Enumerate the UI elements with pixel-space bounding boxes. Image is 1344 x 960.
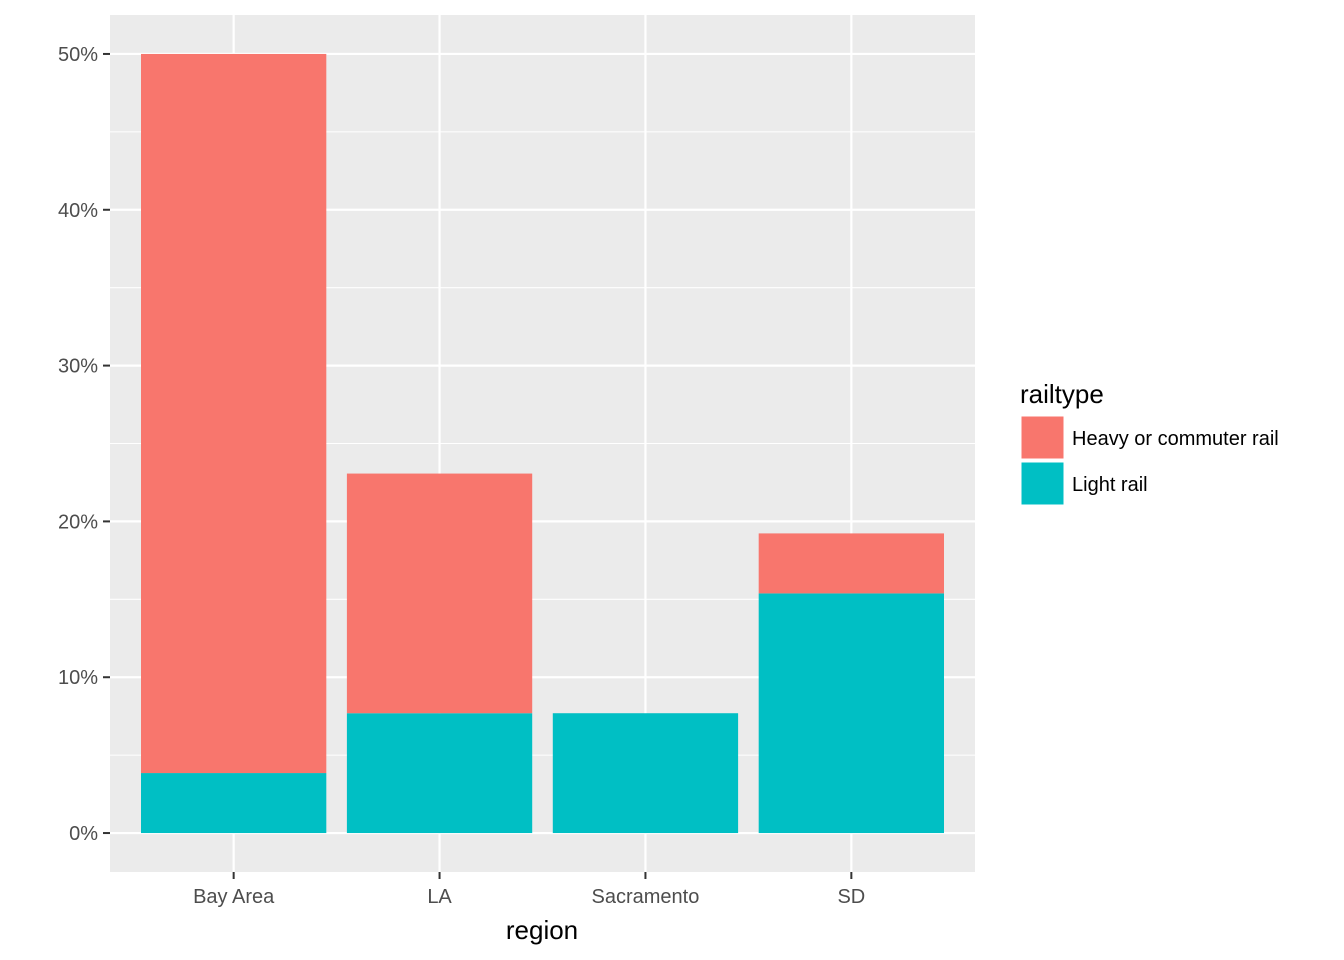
y-tick-label: 0% <box>69 823 98 845</box>
x-tick-label: LA <box>427 886 452 908</box>
x-tick-label: SD <box>837 886 865 908</box>
legend-label: Heavy or commuter rail <box>1072 428 1279 450</box>
bars <box>141 53 944 834</box>
bar-segment <box>758 533 944 594</box>
y-tick-label: 20% <box>58 511 98 533</box>
y-tick-label: 30% <box>58 356 98 378</box>
legend-key <box>1020 415 1065 460</box>
bar-segment <box>758 593 944 834</box>
x-axis-title: region <box>506 915 578 945</box>
bar-segment <box>141 773 327 834</box>
legend-key <box>1020 461 1065 506</box>
y-tick-label: 40% <box>58 200 98 222</box>
x-tick-label: Sacramento <box>592 886 700 908</box>
legend: railtype Heavy or commuter rail Light rai… <box>1020 379 1279 506</box>
y-tick-label: 10% <box>58 667 98 689</box>
legend-title: railtype <box>1020 379 1104 409</box>
bar-segment <box>141 53 327 774</box>
x-axis: Bay Area LA Sacramento SD <box>193 872 865 908</box>
legend-label: Light rail <box>1072 474 1148 496</box>
x-tick-label: Bay Area <box>193 886 275 908</box>
bar-segment <box>552 713 739 834</box>
bar-segment <box>346 473 533 714</box>
bar-segment <box>346 713 533 834</box>
y-axis: 0% 10% 20% 30% 40% 50% <box>58 44 110 845</box>
y-tick-label: 50% <box>58 44 98 66</box>
